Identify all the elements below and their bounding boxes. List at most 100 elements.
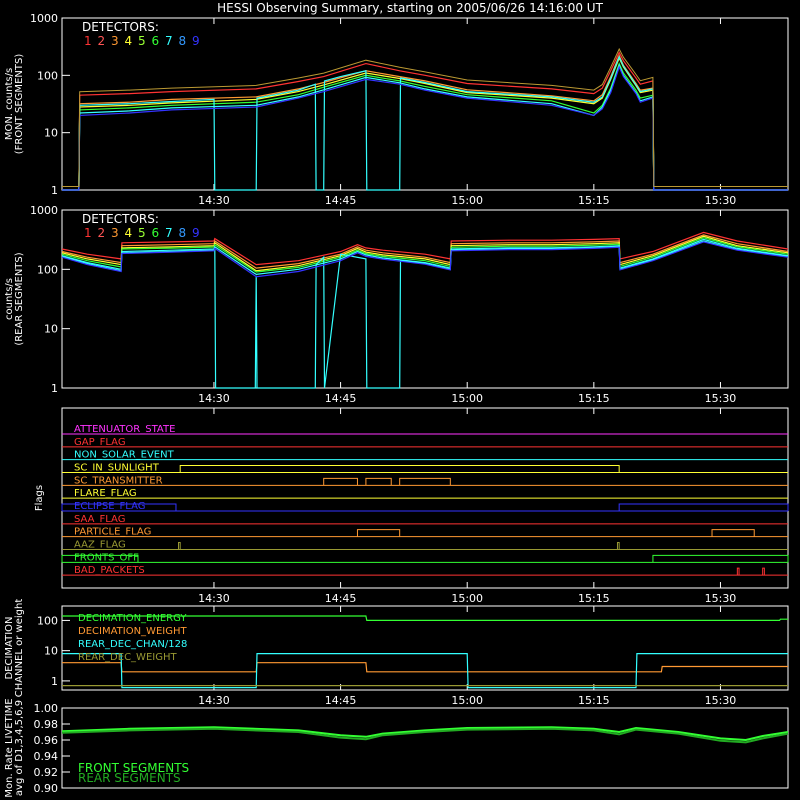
decimation-legend-item: REAR_DEC_CHAN/128 <box>78 639 187 650</box>
livetime-series-line <box>61 727 789 744</box>
front-xtick-label: 14:45 <box>325 194 357 207</box>
front-ytick-label: 1 <box>51 184 58 197</box>
flag-segment <box>177 542 181 550</box>
rear-ytick-label: 10 <box>44 323 58 336</box>
front-xtick-label: 15:15 <box>578 194 610 207</box>
rear-xtick-label: 15:30 <box>705 392 737 405</box>
front-ytick-label: 100 <box>37 69 58 82</box>
front-ytick-label: 10 <box>44 127 58 140</box>
flag-label: AAZ_FLAG <box>74 540 126 551</box>
flag-label: PARTICLE_FLAG <box>74 527 151 538</box>
flag-segment <box>711 529 755 537</box>
flag-segment <box>61 503 177 511</box>
rear-xtick-label: 14:45 <box>325 392 357 405</box>
decimation-ytick-label: 100 <box>37 614 58 627</box>
front-series-line <box>62 56 788 191</box>
rear-series-line <box>61 241 789 278</box>
flags-xtick-label: 14:45 <box>325 592 357 605</box>
figure-title: HESSI Observing Summary, starting on 200… <box>217 1 603 15</box>
livetime-ytick-label: 0.94 <box>34 750 59 763</box>
flag-segment <box>179 465 620 473</box>
rear-xtick-label: 14:30 <box>198 392 230 405</box>
rear-ylabel: (REAR SEGMENTS) <box>14 252 25 345</box>
decimation-ytick-label: 10 <box>44 645 58 658</box>
flag-segment <box>399 477 451 486</box>
front-xtick-label: 14:30 <box>198 194 230 207</box>
decimation-xtick-label: 15:15 <box>578 694 610 707</box>
decimation-series-line <box>62 615 788 621</box>
rear-ytick-label: 100 <box>37 263 58 276</box>
front-legend-item: 9 <box>192 34 200 48</box>
livetime-ytick-label: 0.98 <box>34 718 59 731</box>
flag-label: ATTENUATOR_STATE <box>74 424 175 435</box>
front-xtick-label: 15:30 <box>705 194 737 207</box>
rear-legend-item: 8 <box>179 226 187 240</box>
livetime-ytick-label: 0.96 <box>34 734 59 747</box>
rear-ytick-label: 1 <box>51 382 58 395</box>
flags-xtick-label: 14:30 <box>198 592 230 605</box>
front-series-line <box>62 61 788 191</box>
decimation-xtick-label: 14:45 <box>325 694 357 707</box>
decimation-ylabel: DECIMATION <box>4 616 15 679</box>
flag-label: SC_IN_SUNLIGHT <box>74 463 160 474</box>
flag-segment <box>616 542 620 550</box>
livetime-legend-item: REAR SEGMENTS <box>78 771 181 785</box>
front-legend-item: 2 <box>98 34 106 48</box>
flag-segment <box>736 567 740 576</box>
rear-legend-item: 5 <box>138 226 146 240</box>
front-ylabel: (FRONT SEGMENTS) <box>14 54 25 155</box>
front-legend-item: 7 <box>165 34 173 48</box>
front-xtick-label: 15:00 <box>451 194 483 207</box>
front-legend-item: 1 <box>84 34 92 48</box>
front-legend-item: 8 <box>179 34 187 48</box>
flags-xtick-label: 15:00 <box>451 592 483 605</box>
rear-ylabel: counts/s <box>4 278 15 320</box>
front-legend-item: 4 <box>125 34 133 48</box>
livetime-ylabel: Mon. Rate LIVETIME <box>4 698 15 797</box>
flag-label: FLARE_FLAG <box>74 488 137 499</box>
front-series-line <box>62 54 788 191</box>
decimation-series-line <box>62 662 788 673</box>
rear-legend-item: 6 <box>152 226 160 240</box>
decimation-legend-item: REAR_DEC_WEIGHT <box>78 652 177 663</box>
livetime-ylabel: avg of D1,3,4,5,6,9 <box>14 700 25 796</box>
livetime-series-line <box>61 726 789 742</box>
rear-frame <box>61 209 789 389</box>
livetime-ytick-label: 1.00 <box>34 702 59 715</box>
flag-label: SC_TRANSMITTER <box>74 475 163 486</box>
flag-label: GAP_FLAG <box>74 437 126 448</box>
rear-legend-title: DETECTORS: <box>82 212 159 226</box>
front-frame <box>61 17 789 191</box>
flags-xtick-label: 15:15 <box>578 592 610 605</box>
flag-label: ECLIPSE_FLAG <box>74 501 145 512</box>
livetime-legend-item: FRONT SEGMENTS <box>78 761 189 775</box>
flag-segment <box>61 554 139 563</box>
front-legend-item: 3 <box>111 34 119 48</box>
rear-legend-item: 9 <box>192 226 200 240</box>
decimation-ytick-label: 1 <box>51 675 58 688</box>
flag-label: NON_SOLAR_EVENT <box>74 450 175 461</box>
front-series-line <box>62 55 788 191</box>
rear-xtick-label: 15:15 <box>578 392 610 405</box>
flag-segment <box>323 477 358 486</box>
livetime-ytick-label: 0.90 <box>34 782 59 795</box>
rear-xtick-label: 15:00 <box>451 392 483 405</box>
rear-series-line <box>61 237 789 273</box>
flag-segment <box>618 503 789 511</box>
flag-segment <box>762 567 765 576</box>
front-series-line <box>62 65 788 191</box>
flags-ylabel: Flags <box>34 485 45 511</box>
livetime-frame <box>61 707 789 789</box>
flag-label: FRONTS_OFF <box>74 552 139 563</box>
rear-legend-item: 4 <box>125 226 133 240</box>
decimation-xtick-label: 15:30 <box>705 694 737 707</box>
flag-label: SAA_FLAG <box>74 514 125 525</box>
front-series-line-top <box>62 47 788 187</box>
rear-ytick-label: 1000 <box>30 204 58 217</box>
front-series-line <box>62 51 788 191</box>
front-ylabel: MON. counts/s <box>4 68 15 140</box>
rear-series-line <box>61 240 789 389</box>
front-legend-item: 5 <box>138 34 146 48</box>
